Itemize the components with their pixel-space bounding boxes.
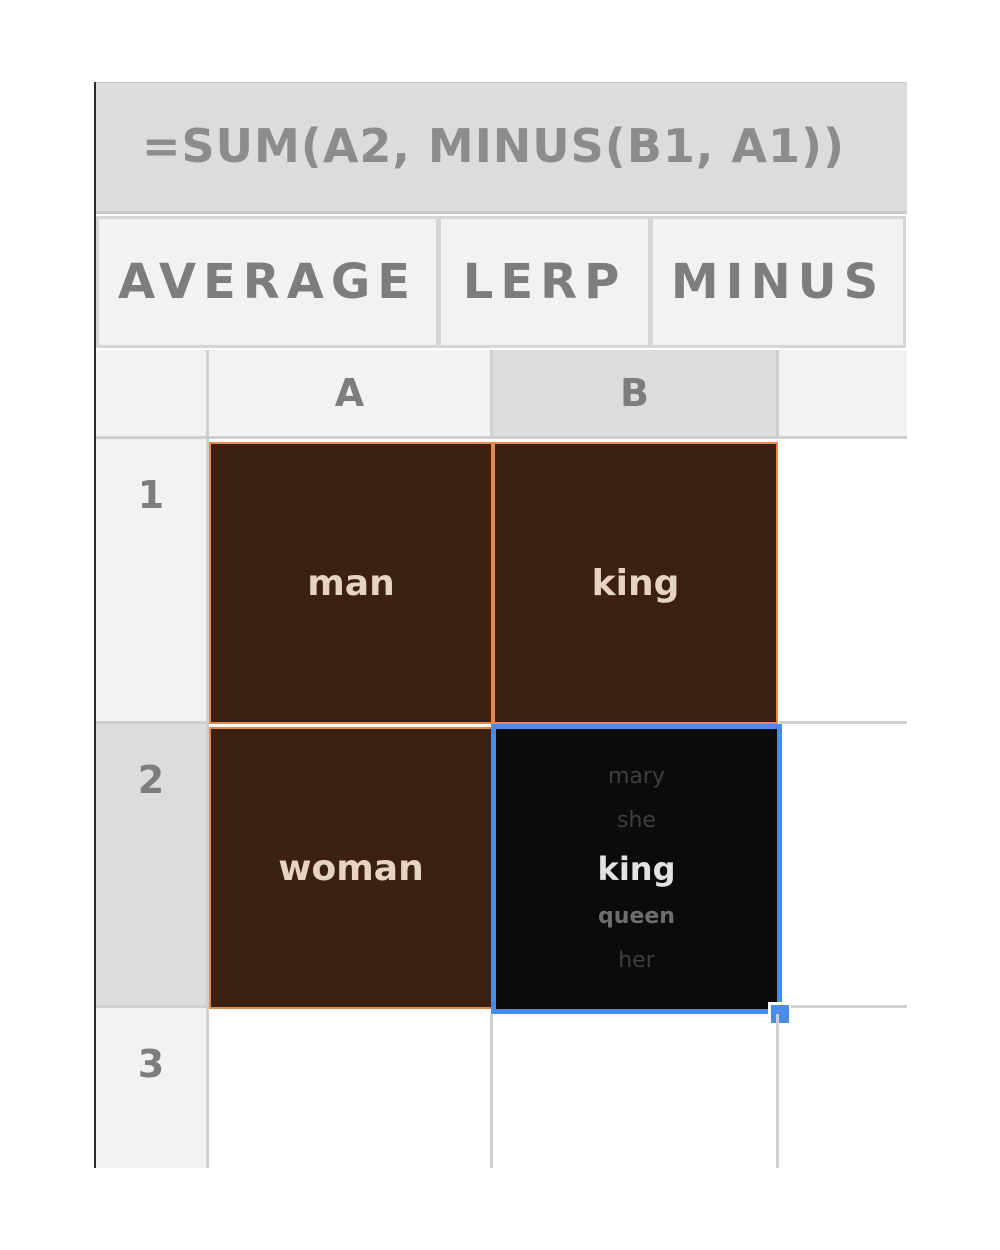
candidate-word: her xyxy=(618,948,655,973)
cell-a3[interactable] xyxy=(209,1011,490,1168)
average-function-button[interactable]: AVERAGE xyxy=(96,216,439,348)
candidate-word: mary xyxy=(608,764,665,789)
cell-a1[interactable]: man xyxy=(209,442,493,724)
grid-line xyxy=(791,1005,907,1008)
lerp-function-button[interactable]: LERP xyxy=(438,216,651,348)
row-header-1[interactable]: 1 xyxy=(96,439,209,724)
spreadsheet-frame: =SUM(A2, MINUS(B1, A1)) AVERAGE LERP MIN… xyxy=(94,82,907,1168)
cell-c1[interactable] xyxy=(779,442,907,721)
row-header-3[interactable]: 3 xyxy=(96,1008,209,1168)
candidate-word: queen xyxy=(598,904,675,929)
cell-b3[interactable] xyxy=(493,1014,776,1168)
grid-line xyxy=(490,1014,493,1168)
minus-function-button[interactable]: MINUS xyxy=(650,216,906,348)
formula-bar[interactable]: =SUM(A2, MINUS(B1, A1)) xyxy=(96,82,907,214)
select-all-corner[interactable] xyxy=(96,350,209,439)
formula-text[interactable]: =SUM(A2, MINUS(B1, A1)) xyxy=(142,119,846,173)
cell-b1[interactable]: king xyxy=(493,442,778,724)
sheet-grid: A B 1 2 3 man king woman mary she king q… xyxy=(96,350,907,1168)
column-header-a[interactable]: A xyxy=(209,350,493,439)
cell-c3[interactable] xyxy=(779,1008,907,1168)
grid-line xyxy=(776,1014,779,1168)
cell-c2[interactable] xyxy=(782,724,907,1005)
top-candidate-word: king xyxy=(597,850,676,888)
fill-handle[interactable] xyxy=(768,1002,792,1026)
column-header-c[interactable] xyxy=(779,350,907,439)
grid-line xyxy=(779,721,907,724)
cell-a2[interactable]: woman xyxy=(209,727,493,1009)
function-toolbar: AVERAGE LERP MINUS xyxy=(96,216,907,350)
cell-b2-result[interactable]: mary she king queen her xyxy=(491,724,782,1014)
candidate-word: she xyxy=(617,808,656,833)
row-header-2[interactable]: 2 xyxy=(96,724,209,1008)
column-header-b[interactable]: B xyxy=(493,350,779,439)
